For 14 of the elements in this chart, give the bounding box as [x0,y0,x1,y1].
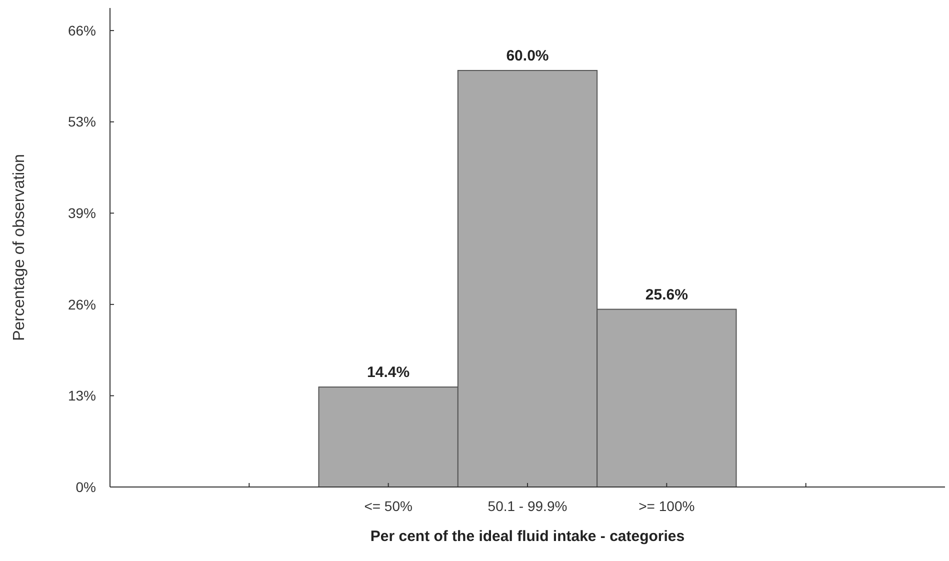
x-tick-label: 50.1 - 99.9% [488,498,568,514]
y-tick-label: 66% [68,22,96,38]
data-label: 14.4% [367,364,410,382]
data-label: 60.0% [506,47,549,64]
y-axis-title: Percentage of observation [11,154,28,341]
x-tick-label: >= 100% [638,498,695,514]
y-tick-label: 39% [68,205,96,222]
data-label: 25.6% [645,286,688,304]
y-tick-label: 13% [68,388,96,404]
y-tick-label: 0% [76,478,96,495]
x-axis-title: Per cent of the ideal fluid intake - categories [370,528,685,545]
y-tick-label: 53% [68,114,96,130]
x-tick-label: <= 50% [364,498,412,514]
y-tick-label: 26% [68,296,96,312]
